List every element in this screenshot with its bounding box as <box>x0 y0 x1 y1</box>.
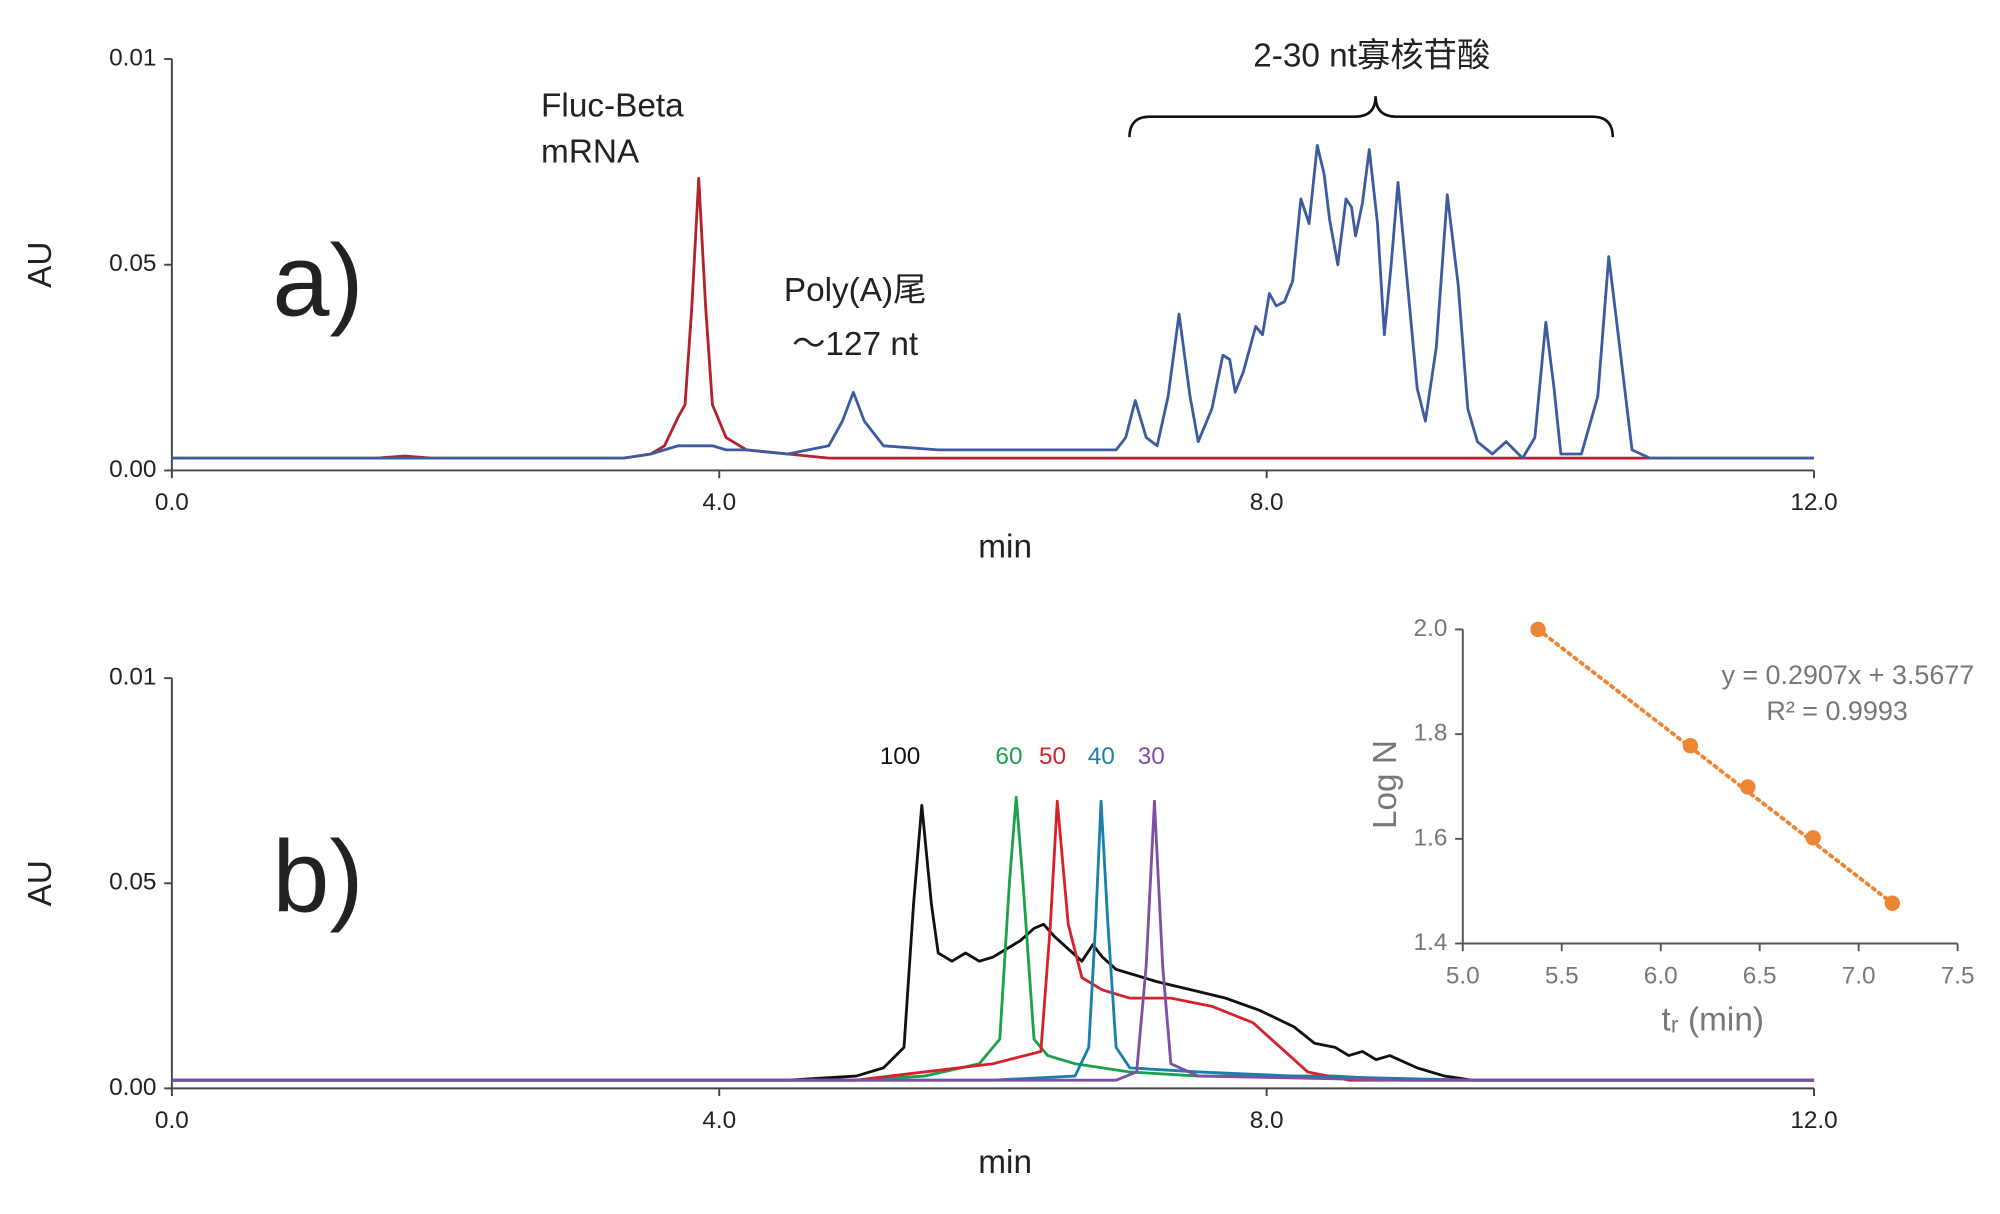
trace <box>171 803 1815 1082</box>
peak-label: 30 <box>1138 743 1165 770</box>
x-axis-label: min <box>978 1144 1032 1181</box>
y-tick-label: 2.0 <box>1414 615 1448 642</box>
annotation: 2-30 nt寡核苷酸 <box>1253 37 1490 74</box>
x-tick-label: 6.0 <box>1644 962 1678 989</box>
x-tick-label: 6.5 <box>1743 962 1777 989</box>
trendline <box>1536 627 1895 906</box>
peak-label: 100 <box>880 743 921 770</box>
trace <box>171 799 1815 1082</box>
point <box>1530 621 1546 638</box>
brace <box>1128 96 1615 138</box>
trace <box>171 795 1815 1082</box>
r-squared: R² = 0.9993 <box>1766 696 1907 726</box>
x-tick-label: 4.0 <box>702 1107 736 1134</box>
x-tick-label: 4.0 <box>702 489 736 516</box>
y-tick-label: 1.4 <box>1414 929 1448 956</box>
peak-label: 60 <box>995 743 1022 770</box>
point <box>1740 779 1756 795</box>
point <box>1805 830 1821 846</box>
y-tick-label: 1.6 <box>1414 824 1448 851</box>
trace <box>171 176 1815 460</box>
x-tick-label: 12.0 <box>1790 489 1837 516</box>
x-tick-label: 5.0 <box>1446 962 1480 989</box>
panel-label: b) <box>272 819 363 934</box>
y-tick-label: 1.8 <box>1414 720 1448 747</box>
trace <box>171 799 1815 1082</box>
equation: y = 0.2907x + 3.5677 <box>1721 660 1974 690</box>
y-tick-label: 0.00 <box>109 456 156 483</box>
y-axis-label: AU <box>22 860 59 906</box>
x-axis-label: min <box>978 528 1032 565</box>
annotation: Fluc-Beta <box>541 87 684 124</box>
annotation: mRNA <box>541 134 640 171</box>
x-tick-label: 7.5 <box>1941 962 1975 989</box>
trace <box>171 143 1815 460</box>
annotation: Poly(A)尾 <box>784 272 927 309</box>
point <box>1884 895 1900 911</box>
x-tick-label: 12.0 <box>1790 1107 1837 1134</box>
point <box>1682 737 1699 754</box>
y-tick-label: 0.05 <box>109 869 156 896</box>
x-tick-label: 7.0 <box>1842 962 1876 989</box>
panel-label: a) <box>272 223 363 338</box>
peak-label: 40 <box>1088 743 1115 770</box>
y-axis-label: Log N <box>1367 740 1404 829</box>
peak-label: 50 <box>1039 743 1066 770</box>
annotation: ～127 nt <box>792 326 919 363</box>
y-tick-label: 0.00 <box>109 1074 156 1101</box>
x-tick-label: 0.0 <box>155 489 189 516</box>
x-tick-label: 5.5 <box>1545 962 1579 989</box>
x-tick-label: 8.0 <box>1250 489 1284 516</box>
y-axis-label: AU <box>22 242 59 288</box>
y-tick-label: 0.01 <box>109 44 156 71</box>
y-tick-label: 0.05 <box>109 250 156 277</box>
x-axis-label: tᵣ (min) <box>1662 1002 1764 1039</box>
x-tick-label: 0.0 <box>155 1107 189 1134</box>
trace <box>171 799 1815 1082</box>
x-tick-label: 8.0 <box>1250 1107 1284 1134</box>
y-tick-label: 0.01 <box>109 664 156 691</box>
